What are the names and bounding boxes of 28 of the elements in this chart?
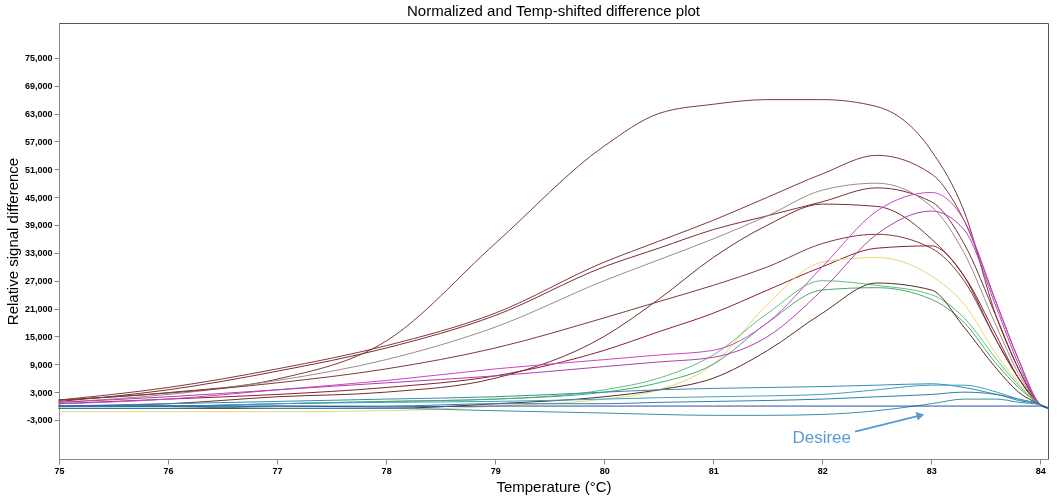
y-axis-title: Relative signal difference: [3, 157, 21, 326]
y-tick-label: 63,000: [24, 109, 53, 120]
x-tick-label: 79: [490, 465, 501, 476]
y-tick-label: 69,000: [24, 81, 53, 92]
x-tick-label: 80: [599, 465, 610, 476]
x-tick-label: 83: [926, 465, 937, 476]
x-tick-label: 77: [272, 465, 283, 476]
y-tick-label: 33,000: [24, 248, 53, 259]
x-tick-label: 75: [54, 465, 65, 476]
y-tick-label: 21,000: [24, 304, 53, 315]
annotation: Desiree: [792, 427, 851, 447]
x-tick-label: 76: [163, 465, 174, 476]
x-tick-label: 78: [381, 465, 392, 476]
x-axis-title: Temperature (°C): [496, 477, 612, 495]
y-tick-label: 75,000: [24, 53, 53, 64]
x-tick-label: 84: [1035, 465, 1046, 476]
x-tick-label: 82: [817, 465, 828, 476]
y-tick-label: 27,000: [24, 276, 53, 287]
chart-title: Normalized and Temp-shifted difference plot: [407, 2, 701, 19]
y-tick-label: 15,000: [24, 331, 53, 342]
y-tick-label: 51,000: [24, 164, 53, 175]
y-tick-label: 3,000: [29, 387, 53, 398]
y-tick-label: -3,000: [26, 415, 53, 426]
y-tick-label: 45,000: [24, 192, 53, 203]
y-tick-label: 57,000: [24, 136, 53, 147]
y-tick-label: 9,000: [29, 359, 53, 370]
y-tick-label: 39,000: [24, 220, 53, 231]
x-tick-label: 81: [708, 465, 719, 476]
